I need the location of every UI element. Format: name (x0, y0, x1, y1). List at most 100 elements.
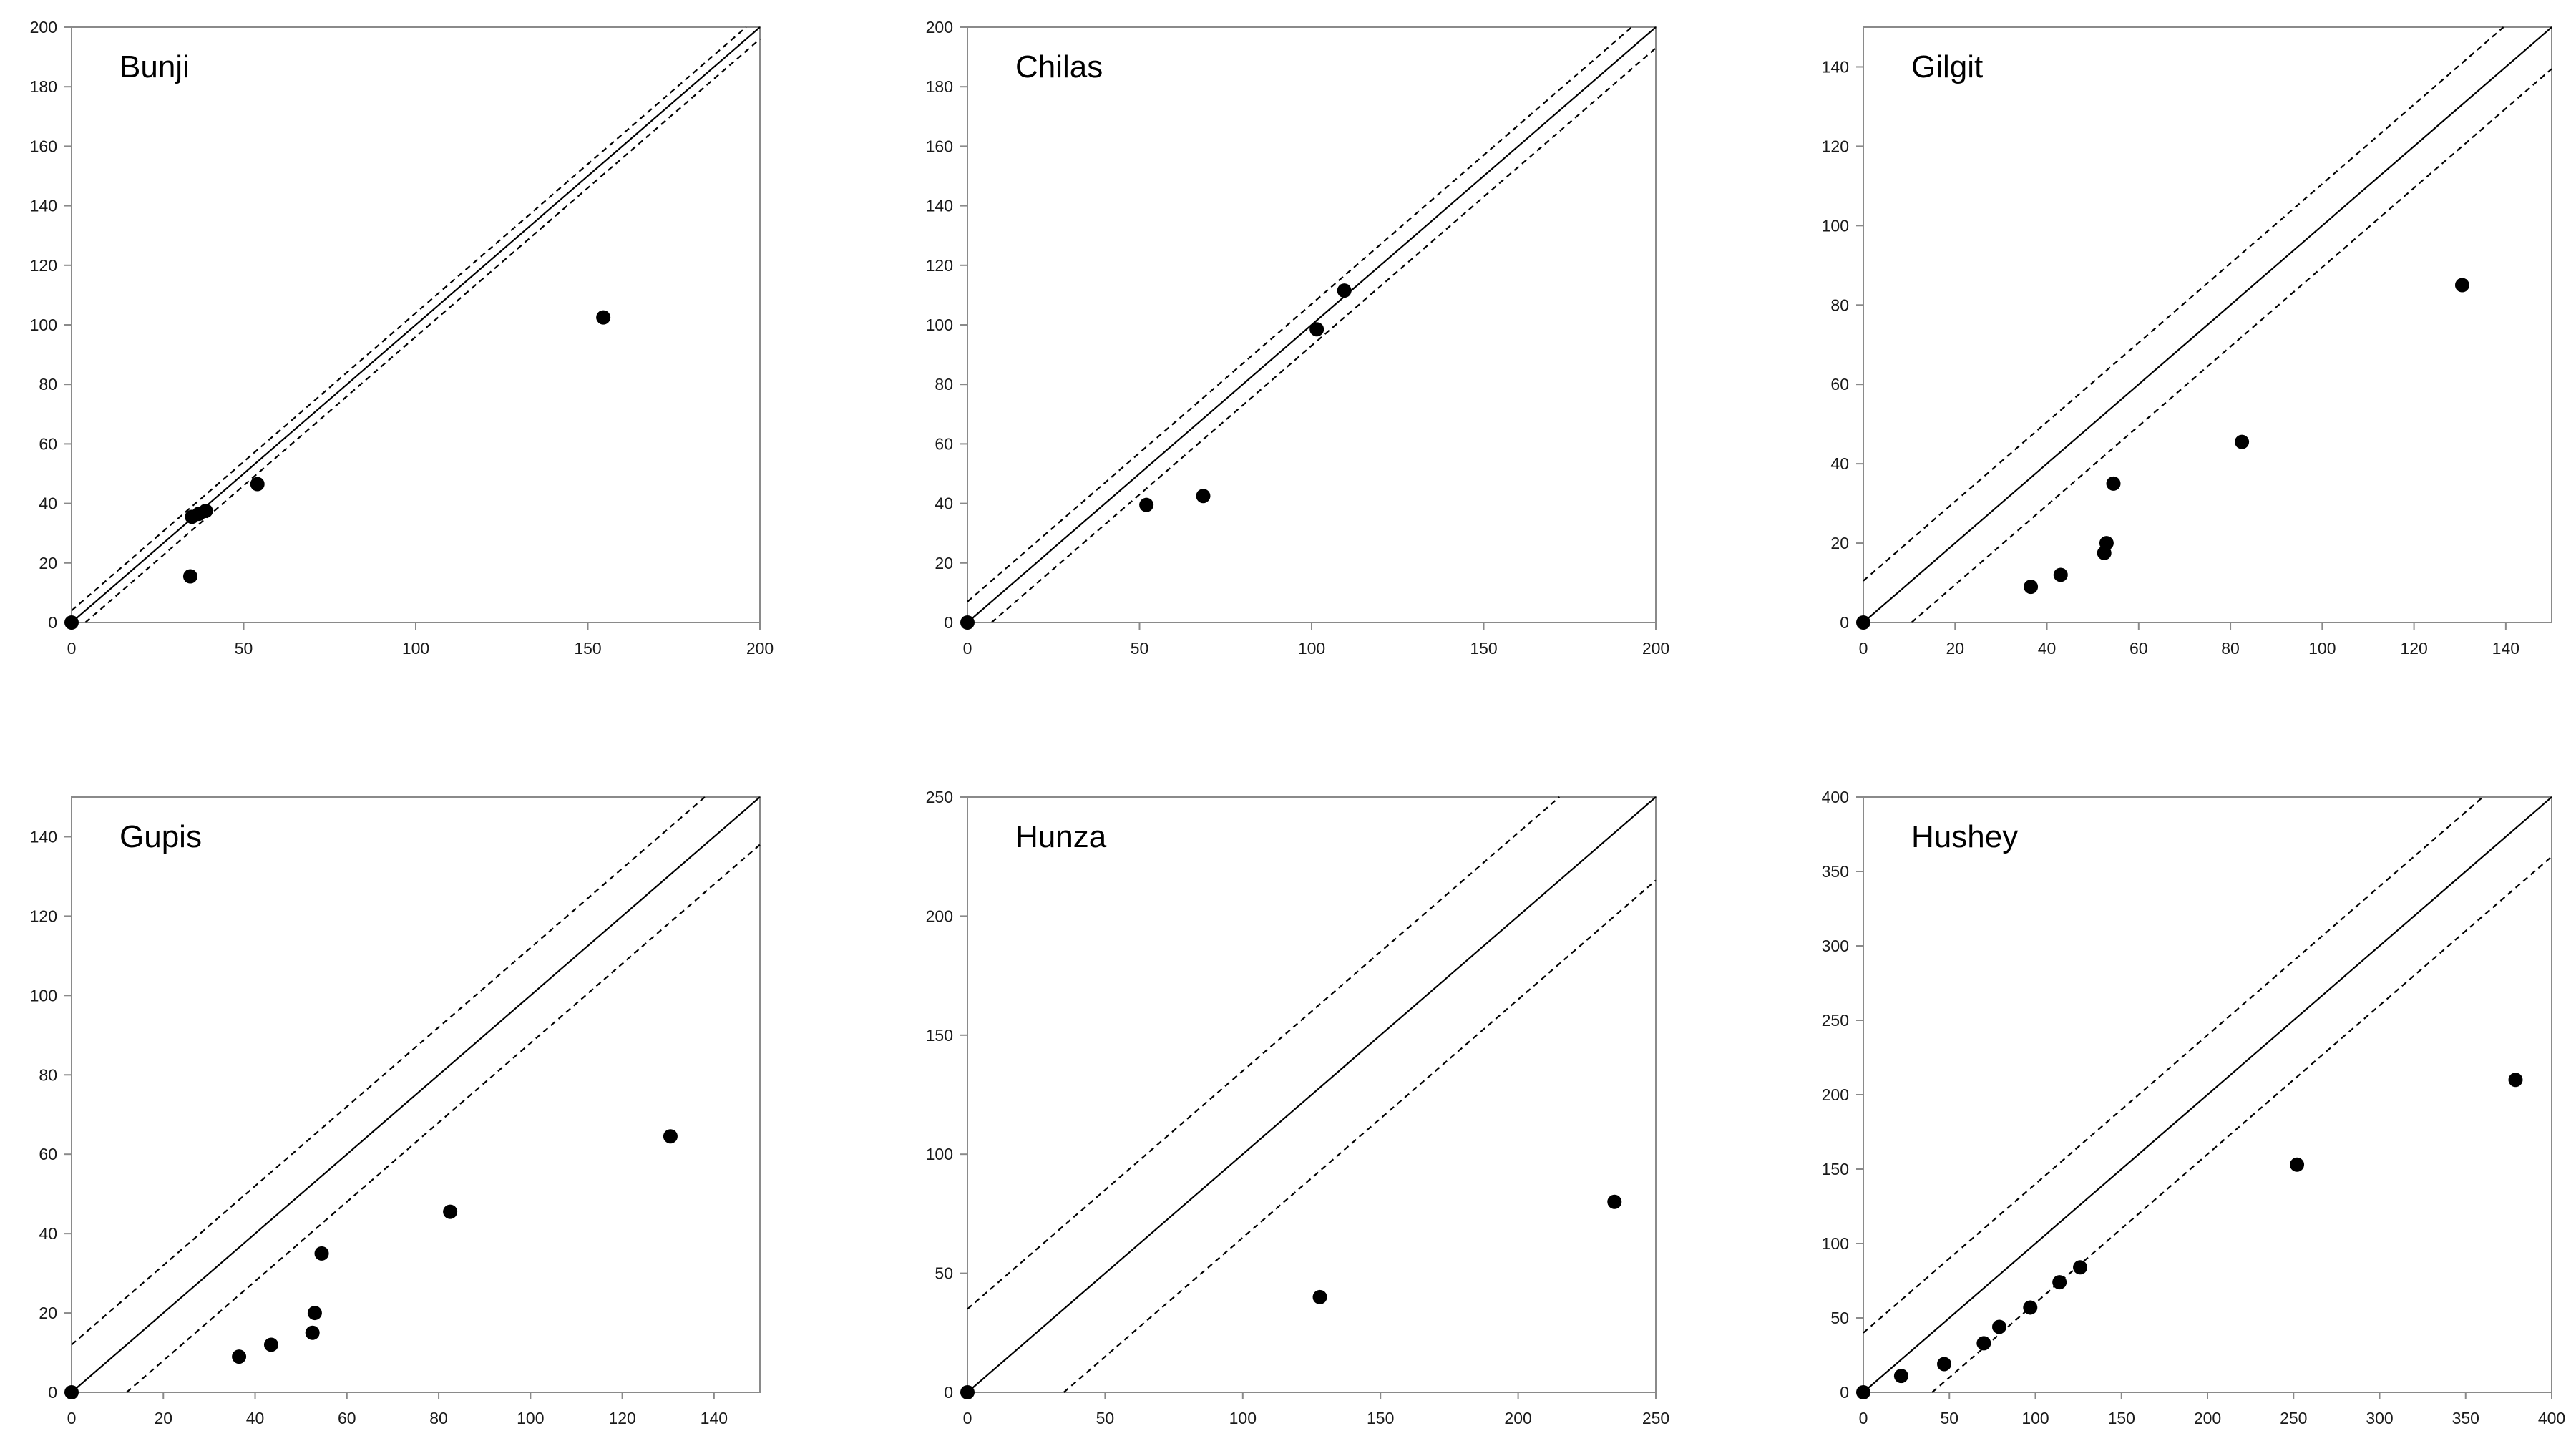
y-tick-label: 100 (926, 1145, 953, 1163)
data-point (263, 1337, 278, 1352)
x-tick-label: 120 (2400, 639, 2427, 658)
data-point (232, 1349, 247, 1364)
x-tick-label: 0 (67, 1409, 77, 1427)
x-tick-label: 100 (2021, 1409, 2049, 1427)
data-point (1893, 1369, 1908, 1384)
x-tick-label: 40 (246, 1409, 265, 1427)
x-tick-label: 350 (2452, 1409, 2479, 1427)
x-tick-label: 0 (963, 1409, 972, 1427)
upper-bound-line (71, 26, 747, 612)
upper-bound-line (71, 796, 706, 1346)
x-tick-label: 300 (2366, 1409, 2393, 1427)
data-point (1312, 1289, 1327, 1304)
y-tick-label: 120 (30, 907, 57, 925)
x-tick-label: 140 (701, 1409, 728, 1427)
plot-frame (967, 796, 1657, 1393)
data-point (305, 1325, 320, 1340)
y-tick-label: 0 (944, 1383, 953, 1402)
lower-bound-line (126, 844, 761, 1393)
y-tick-label: 140 (926, 197, 953, 215)
y-tick-label: 0 (1840, 613, 1849, 632)
y-tick-label: 150 (926, 1026, 953, 1045)
data-point (314, 1246, 329, 1261)
y-tick-label: 40 (935, 494, 953, 513)
data-point (2073, 1260, 2088, 1275)
upper-bound-line (967, 26, 1633, 602)
data-point (2052, 1275, 2067, 1290)
x-tick-label: 80 (429, 1409, 448, 1427)
panel-title: Gupis (119, 819, 202, 854)
data-point (1991, 1319, 2006, 1334)
y-tick-label: 20 (39, 554, 57, 572)
data-point (250, 477, 265, 492)
x-tick-label: 250 (2280, 1409, 2307, 1427)
y-tick-label: 100 (30, 986, 57, 1005)
y-tick-label: 60 (39, 1145, 57, 1163)
y-tick-label: 160 (30, 137, 57, 155)
x-tick-label: 150 (2108, 1409, 2135, 1427)
data-point (1309, 322, 1324, 337)
y-tick-label: 50 (1830, 1309, 1849, 1327)
x-tick-label: 250 (1642, 1409, 1669, 1427)
y-tick-label: 120 (1822, 137, 1849, 155)
panel-title: Hunza (1015, 819, 1107, 854)
one-to-one-line (71, 796, 761, 1393)
data-point (2454, 278, 2469, 293)
y-tick-label: 80 (1830, 295, 1849, 314)
panel-gupis: 0 20 40 60 80 100 120 140 0 20 40 60 80 100 120 140 Gup… (30, 796, 761, 1427)
upper-bound-line (967, 796, 1561, 1310)
data-point (1856, 1385, 1870, 1399)
y-tick-label: 120 (30, 256, 57, 275)
y-tick-label: 150 (1822, 1160, 1849, 1178)
one-to-one-line (967, 796, 1657, 1393)
lower-bound-line (1931, 856, 2552, 1393)
x-tick-label: 200 (1504, 1409, 1531, 1427)
y-tick-label: 200 (1822, 1085, 1849, 1104)
y-tick-label: 80 (935, 375, 953, 394)
data-point (307, 1306, 322, 1321)
upper-bound-line (1863, 26, 2504, 582)
one-to-one-line (1863, 796, 2552, 1393)
lower-bound-line (1911, 68, 2552, 623)
lower-bound-line (990, 47, 1657, 623)
y-tick-label: 180 (926, 77, 953, 96)
data-point (1337, 283, 1352, 298)
data-point (960, 615, 975, 630)
panel-title: Hushey (1911, 819, 2018, 854)
panel-hushey: 0 50 100 150 200 250 300 350 400 0 50 100 150 200 250 3… (1822, 788, 2566, 1427)
y-tick-label: 120 (926, 256, 953, 275)
x-tick-label: 200 (2194, 1409, 2221, 1427)
data-point (1856, 615, 1870, 630)
data-point (2023, 1300, 2038, 1315)
y-tick-label: 40 (1830, 454, 1849, 473)
x-tick-label: 200 (1642, 639, 1669, 658)
x-tick-label: 100 (2308, 639, 2336, 658)
data-point (443, 1204, 458, 1219)
data-point (663, 1129, 678, 1144)
x-tick-label: 150 (574, 639, 601, 658)
data-point (2235, 434, 2250, 449)
x-tick-label: 60 (338, 1409, 356, 1427)
x-tick-label: 100 (1229, 1409, 1257, 1427)
panel-gilgit: 0 20 40 60 80 100 120 140 0 20 40 60 80 100 120 140 Gil… (1822, 26, 2552, 658)
x-tick-label: 100 (1298, 639, 1325, 658)
one-to-one-line (1863, 26, 2552, 623)
x-tick-label: 80 (2221, 639, 2240, 658)
x-tick-label: 150 (1367, 1409, 1394, 1427)
y-tick-label: 0 (48, 613, 57, 632)
x-tick-label: 50 (1940, 1409, 1958, 1427)
y-tick-label: 250 (1822, 1011, 1849, 1030)
x-tick-label: 0 (67, 639, 77, 658)
x-tick-label: 400 (2538, 1409, 2565, 1427)
panel-hunza: 0 50 100 150 200 250 0 50 100 150 200 250 Hunza (926, 788, 1670, 1427)
x-tick-label: 120 (608, 1409, 635, 1427)
y-tick-label: 0 (944, 613, 953, 632)
panel-title: Gilgit (1911, 49, 1983, 84)
panel-title: Chilas (1015, 49, 1103, 84)
y-tick-label: 140 (1822, 57, 1849, 76)
y-tick-label: 0 (48, 1383, 57, 1402)
data-point (1937, 1357, 1952, 1372)
panel-title: Bunji (119, 49, 190, 84)
x-tick-label: 150 (1470, 639, 1497, 658)
panel-chilas: 0 50 100 150 200020406080100120140160180200 … (926, 18, 1670, 658)
